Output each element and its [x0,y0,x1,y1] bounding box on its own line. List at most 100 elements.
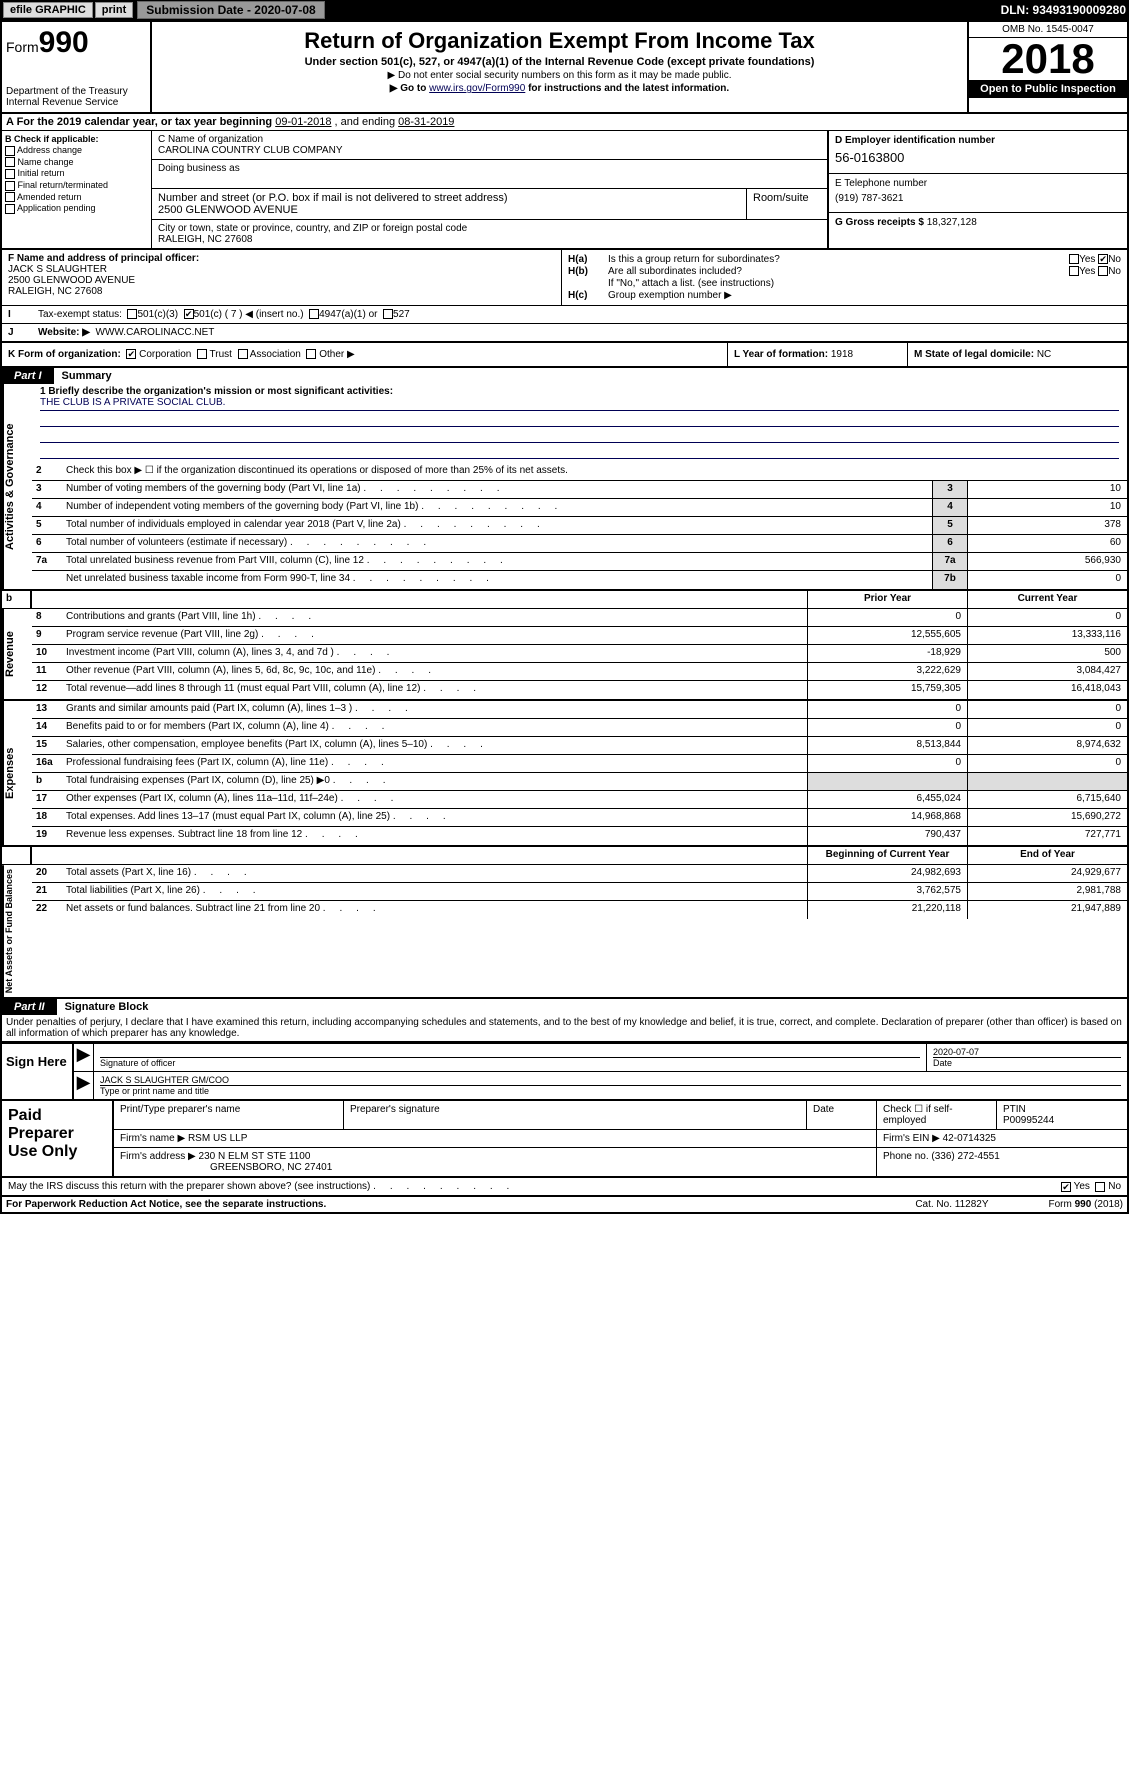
firm-addr: 230 N ELM ST STE 1100 [199,1151,311,1162]
tax-status-label: Tax-exempt status: [38,309,122,320]
submission-label: Submission Date - [146,3,254,17]
form-title: Return of Organization Exempt From Incom… [156,28,963,54]
firm-phone: (336) 272-4551 [931,1151,999,1162]
end-year-hdr: End of Year [967,847,1127,864]
col-d: D Employer identification number 56-0163… [827,131,1127,248]
perjury-text: Under penalties of perjury, I declare th… [2,1015,1127,1042]
line-3: 3Number of voting members of the governi… [32,481,1127,499]
form-note-link: ▶ Go to www.irs.gov/Form990 for instruct… [156,83,963,94]
dept-treasury: Department of the Treasury Internal Reve… [6,86,146,108]
hb-note: If "No," attach a list. (see instruction… [608,278,774,289]
form-ref: Form 990 (2018) [1049,1199,1123,1210]
form-header: Form990 Department of the Treasury Inter… [2,22,1127,114]
line-11: 11Other revenue (Part VIII, column (A), … [32,663,1127,681]
mission-text: THE CLUB IS A PRIVATE SOCIAL CLUB. [40,397,1119,411]
mission-label: 1 Briefly describe the organization's mi… [40,386,393,397]
room-suite-label: Room/suite [747,189,827,219]
firm-name: RSM US LLP [188,1133,247,1144]
paid-label: Paid Preparer Use Only [2,1101,112,1176]
discuss-text: May the IRS discuss this return with the… [8,1181,370,1192]
hc-label: Group exemption number ▶ [608,290,732,301]
prep-name-hdr: Print/Type preparer's name [114,1101,344,1129]
org-address: 2500 GLENWOOD AVENUE [158,204,740,216]
line-5: 5Total number of individuals employed in… [32,517,1127,535]
checkbox-final-return-terminated[interactable]: Final return/terminated [5,180,148,191]
row-klm: K Form of organization: ✔ Corporation Tr… [2,343,1127,368]
line-6: 6Total number of volunteers (estimate if… [32,535,1127,553]
city-label: City or town, state or province, country… [158,223,821,234]
prep-sig-hdr: Preparer's signature [344,1101,807,1129]
tel-label: E Telephone number [835,178,1121,189]
exp-vlabel: Expenses [2,701,32,845]
website-label: Website: ▶ [38,327,90,338]
checkbox-application-pending[interactable]: Application pending [5,203,148,214]
submission-date: 2020-07-08 [254,3,315,17]
net-vlabel: Net Assets or Fund Balances [2,865,32,997]
row-j: JWebsite: ▶ WWW.CAROLINACC.NET [2,324,1127,343]
org-name-label: C Name of organization [158,134,821,145]
ha-label: Is this a group return for subordinates? [608,254,780,265]
line-17: 17Other expenses (Part IX, column (A), l… [32,791,1127,809]
print-button[interactable]: print [95,2,133,18]
row-i: ITax-exempt status: 501(c)(3) ✔ 501(c) (… [2,306,1127,324]
line-10: 10Investment income (Part VIII, column (… [32,645,1127,663]
col-m: M State of legal domicile: NC [907,343,1127,366]
expenses-section: Expenses 13Grants and similar amounts pa… [2,701,1127,847]
form-note-ssn: ▶ Do not enter social security numbers o… [156,70,963,81]
line-16a: 16aProfessional fundraising fees (Part I… [32,755,1127,773]
line-12: 12Total revenue—add lines 8 through 11 (… [32,681,1127,699]
col-b-header: B Check if applicable: [5,134,99,144]
top-bar: efile GRAPHIC print Submission Date - 20… [0,0,1129,20]
curr-year-hdr: Current Year [967,591,1127,608]
officer-city: RALEIGH, NC 27608 [8,286,103,297]
part2-num: Part II [2,999,57,1015]
line-21: 21Total liabilities (Part X, line 26)3,7… [32,883,1127,901]
rev-vlabel: Revenue [2,609,32,699]
ein-label: D Employer identification number [835,135,995,146]
sig-name: JACK S SLAUGHTER GM/COO [100,1075,1121,1085]
sig-name-label: Type or print name and title [100,1085,1121,1096]
prior-year-hdr: Prior Year [807,591,967,608]
tax-year: 2018 [969,38,1127,80]
ein-value: 56-0163800 [835,146,1121,169]
dba-label: Doing business as [158,163,821,174]
part1-header: Part I Summary [2,368,1127,384]
pra-notice: For Paperwork Reduction Act Notice, see … [6,1199,326,1210]
footer: For Paperwork Reduction Act Notice, see … [2,1197,1127,1212]
checkbox-name-change[interactable]: Name change [5,157,148,168]
begin-year-hdr: Beginning of Current Year [807,847,967,864]
line-19: 19Revenue less expenses. Subtract line 1… [32,827,1127,845]
col-c-org: C Name of organization CAROLINA COUNTRY … [152,131,827,248]
part1-title: Summary [54,368,1127,384]
open-public-badge: Open to Public Inspection [969,80,1127,98]
row-bcd: B Check if applicable: Address change Na… [2,131,1127,250]
cat-no: Cat. No. 11282Y [915,1199,988,1210]
governance-section: Activities & Governance 1 Briefly descri… [2,384,1127,591]
paid-preparer-section: Paid Preparer Use Only Print/Type prepar… [2,1101,1127,1178]
prep-self-emp: Check ☐ if self-employed [877,1101,997,1129]
checkbox-initial-return[interactable]: Initial return [5,168,148,179]
checkbox-address-change[interactable]: Address change [5,145,148,156]
org-name: CAROLINA COUNTRY CLUB COMPANY [158,145,821,156]
line-20: 20Total assets (Part X, line 16)24,982,6… [32,865,1127,883]
line-7b: Net unrelated business taxable income fr… [32,571,1127,589]
checkbox-amended-return[interactable]: Amended return [5,192,148,203]
firm-addr2: GREENSBORO, NC 27401 [210,1162,332,1173]
sig-officer-label: Signature of officer [100,1057,920,1068]
submission-date-box: Submission Date - 2020-07-08 [137,1,324,19]
officer-addr: 2500 GLENWOOD AVENUE [8,275,135,286]
website-value: WWW.CAROLINACC.NET [96,327,215,338]
gross-value: 18,327,128 [927,217,977,228]
gov-vlabel: Activities & Governance [2,384,32,589]
part2-header: Part II Signature Block [2,999,1127,1015]
gross-label: G Gross receipts $ [835,217,927,228]
col-h: H(a)Is this a group return for subordina… [562,250,1127,305]
line-13: 13Grants and similar amounts paid (Part … [32,701,1127,719]
part1-num: Part I [2,368,54,384]
irs-link[interactable]: www.irs.gov/Form990 [429,83,525,94]
revenue-section: Revenue 8Contributions and grants (Part … [2,609,1127,701]
header-center: Return of Organization Exempt From Incom… [152,22,967,112]
sig-date: 2020-07-07 [933,1047,1121,1057]
row-a-tax-year: A For the 2019 calendar year, or tax yea… [2,114,1127,131]
line-14: 14Benefits paid to or for members (Part … [32,719,1127,737]
